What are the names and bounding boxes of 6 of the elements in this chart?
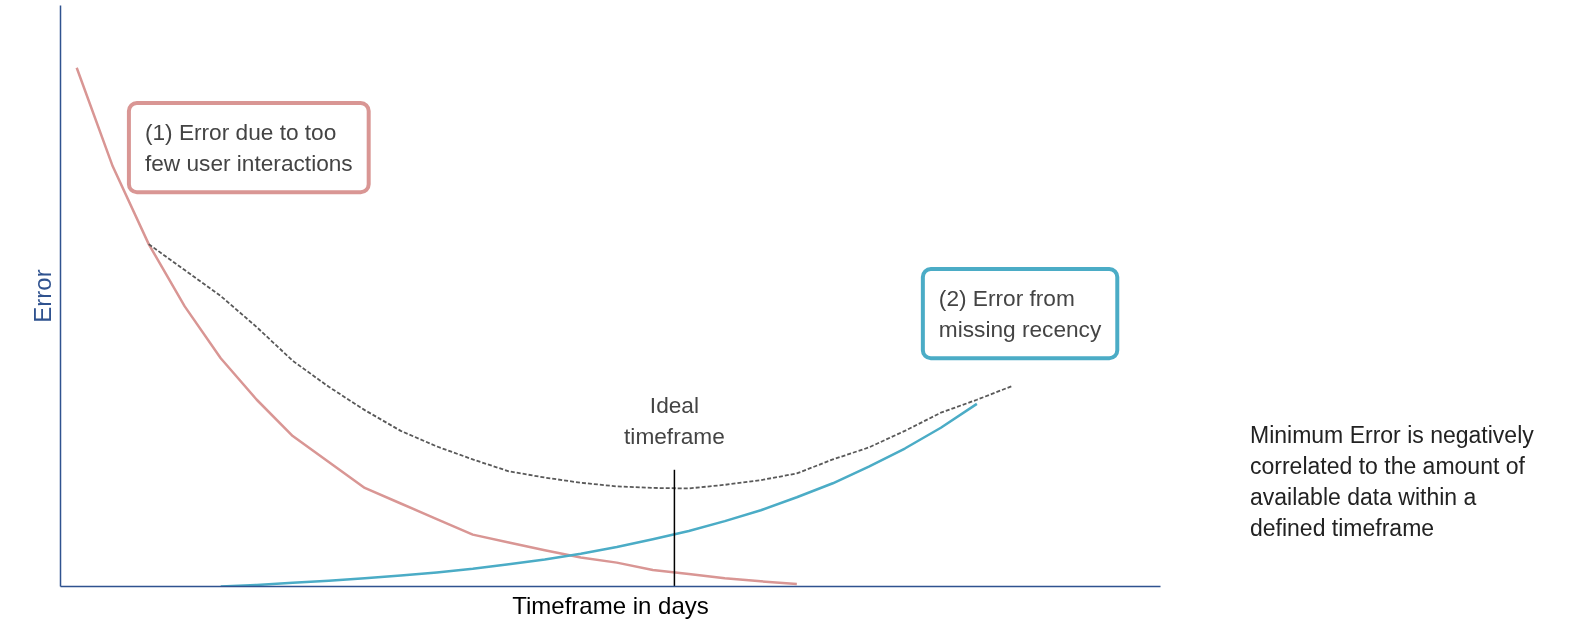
annotation: (2) Error from missing recency	[938, 285, 1102, 343]
text: Minimum Error is negatively correlated to the amount of available data within a defined timeframe	[1250, 421, 1535, 544]
y-axis-title: Error	[28, 269, 56, 323]
annotation: Ideal timeframe	[624, 391, 725, 450]
x-axis-title: Timeframe in days	[512, 591, 709, 619]
annotation: (1) Error due to too few user interactions	[144, 119, 353, 177]
